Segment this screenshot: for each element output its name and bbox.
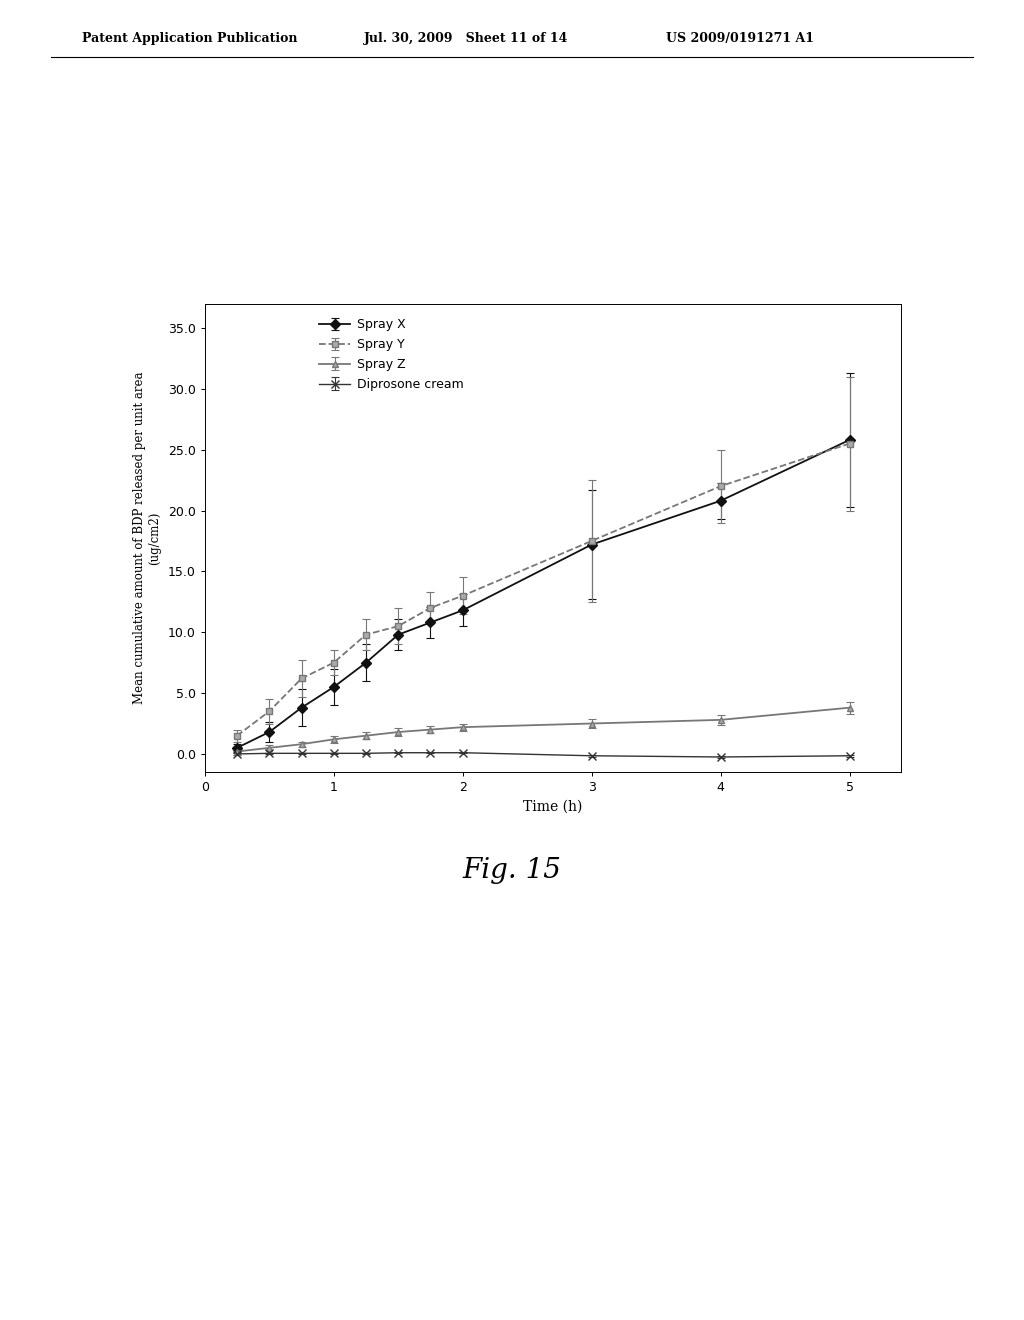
Text: Patent Application Publication: Patent Application Publication	[82, 32, 297, 45]
Text: US 2009/0191271 A1: US 2009/0191271 A1	[666, 32, 814, 45]
X-axis label: Time (h): Time (h)	[523, 800, 583, 814]
Y-axis label: Mean cumulative amount of BDP released per unit area
(ug/cm2): Mean cumulative amount of BDP released p…	[133, 372, 161, 704]
Text: Jul. 30, 2009   Sheet 11 of 14: Jul. 30, 2009 Sheet 11 of 14	[364, 32, 568, 45]
Text: Fig. 15: Fig. 15	[463, 857, 561, 884]
Legend: Spray X, Spray Y, Spray Z, Diprosone cream: Spray X, Spray Y, Spray Z, Diprosone cre…	[315, 314, 467, 395]
